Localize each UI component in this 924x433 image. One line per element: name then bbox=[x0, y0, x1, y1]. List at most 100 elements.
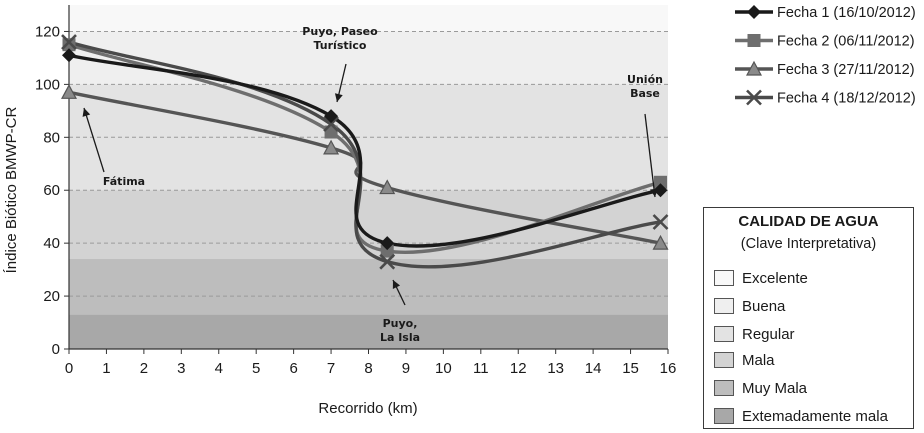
x-tick-label: 3 bbox=[177, 360, 185, 377]
legend-label: Fecha 2 (06/11/2012) bbox=[777, 34, 915, 50]
water-quality-legend: CALIDAD DE AGUA (Clave Interpretativa) E… bbox=[703, 207, 914, 429]
annotation-arrowhead bbox=[334, 93, 343, 102]
quality-bands bbox=[69, 5, 668, 349]
quality-swatch-3 bbox=[714, 352, 734, 368]
data-point bbox=[62, 38, 76, 52]
quality-swatch-0 bbox=[714, 270, 734, 286]
y-tick-label: 100 bbox=[35, 76, 60, 93]
quality-item: Muy Mala bbox=[714, 377, 807, 399]
x-tick-label: 11 bbox=[473, 360, 489, 377]
quality-item-label: Buena bbox=[742, 297, 786, 315]
data-point bbox=[653, 183, 668, 198]
annotation-arrowhead bbox=[392, 280, 401, 289]
quality-item: Mala bbox=[714, 349, 775, 371]
quality-item-label: Regular bbox=[742, 325, 795, 343]
quality-item: Regular bbox=[714, 323, 795, 345]
y-axis-label: Índice Biótico BMWP-CR bbox=[3, 106, 20, 273]
x-marker-stroke bbox=[323, 116, 339, 132]
annotation-label: Fátima bbox=[103, 175, 145, 188]
x-tick-label: 15 bbox=[622, 360, 639, 377]
x-tick-label: 5 bbox=[252, 360, 260, 377]
x-tick-label: 10 bbox=[435, 360, 452, 377]
data-point bbox=[60, 84, 78, 99]
quality-item: Extemadamente mala bbox=[714, 405, 888, 427]
quality-band bbox=[69, 5, 668, 32]
x-tick-label: 7 bbox=[327, 360, 335, 377]
quality-item-label: Excelente bbox=[742, 269, 808, 287]
data-point bbox=[324, 109, 339, 124]
data-point bbox=[652, 234, 669, 250]
quality-band bbox=[69, 314, 668, 349]
quality-swatch-2 bbox=[714, 326, 734, 342]
annotation-arrow bbox=[644, 113, 656, 198]
x-tick-label: 12 bbox=[510, 360, 527, 377]
quality-band bbox=[69, 84, 668, 191]
annotation-label: La Isla bbox=[380, 331, 420, 344]
data-point bbox=[745, 60, 763, 76]
series-markers bbox=[60, 34, 669, 270]
x-tick-label: 8 bbox=[364, 360, 372, 377]
y-tick-label: 0 bbox=[52, 341, 60, 358]
series-lines bbox=[68, 40, 661, 269]
y-tick-label: 80 bbox=[43, 129, 60, 146]
quality-band bbox=[69, 259, 668, 315]
quality-item-label: Extemadamente mala bbox=[742, 407, 888, 425]
data-point bbox=[61, 34, 77, 50]
annotation-label: Puyo, bbox=[383, 317, 418, 330]
data-point bbox=[747, 34, 761, 47]
x-marker-stroke bbox=[379, 253, 396, 270]
data-point bbox=[380, 244, 394, 258]
data-point bbox=[654, 175, 668, 189]
x-tick-label: 6 bbox=[289, 360, 297, 377]
x-marker-stroke bbox=[652, 214, 669, 230]
quality-legend-subtitle: (Clave Interpretativa) bbox=[740, 236, 877, 252]
series-legend: Fecha 1 (16/10/2012) Fecha 2 (06/11/2012)… bbox=[735, 5, 916, 107]
data-point bbox=[380, 236, 395, 251]
quality-item: Excelente bbox=[714, 267, 808, 289]
annotation-label: Unión bbox=[627, 73, 663, 86]
data-point bbox=[323, 139, 340, 155]
x-marker-stroke bbox=[61, 34, 77, 50]
x-marker-stroke bbox=[746, 89, 762, 106]
x-tick-label: 0 bbox=[65, 360, 73, 377]
legend-label: Fecha 1 (16/10/2012) bbox=[777, 5, 916, 21]
quality-swatch-4 bbox=[714, 380, 734, 396]
annotation-label: Base bbox=[630, 87, 660, 100]
y-tick-label: 40 bbox=[43, 235, 60, 252]
data-point bbox=[652, 214, 669, 230]
annotation-label: Turístico bbox=[314, 39, 367, 52]
data-point bbox=[62, 48, 76, 63]
x-tick-label: 4 bbox=[215, 360, 223, 377]
series-line bbox=[68, 40, 661, 269]
x-tick-label: 9 bbox=[402, 360, 410, 377]
quality-swatch-1 bbox=[714, 298, 734, 314]
x-tick-label: 14 bbox=[585, 360, 602, 377]
annotation-label: Puyo, Paseo bbox=[302, 25, 378, 38]
quality-item-label: Mala bbox=[742, 351, 775, 369]
legend-label: Fecha 4 (18/12/2012) bbox=[777, 91, 916, 107]
quality-band bbox=[69, 31, 668, 85]
y-tick-label: 20 bbox=[43, 288, 60, 305]
x-tick-label: 13 bbox=[547, 360, 564, 377]
x-tick-label: 2 bbox=[140, 360, 148, 377]
x-axis-label: Recorrido (km) bbox=[318, 400, 417, 417]
annotation-arrow bbox=[83, 107, 105, 173]
quality-legend-title: CALIDAD DE AGUA bbox=[738, 213, 879, 230]
annotation-arrowhead bbox=[82, 108, 91, 117]
quality-swatch-5 bbox=[714, 408, 734, 424]
data-point bbox=[379, 253, 396, 270]
data-point bbox=[323, 116, 339, 132]
data-point bbox=[379, 179, 396, 195]
data-point bbox=[747, 5, 761, 19]
annotation-arrowhead bbox=[650, 188, 659, 197]
y-tick-label: 60 bbox=[43, 182, 60, 199]
y-tick-label: 120 bbox=[35, 23, 60, 40]
quality-band bbox=[69, 190, 668, 260]
data-point bbox=[746, 89, 762, 106]
gridlines bbox=[69, 30, 668, 297]
legend-label: Fecha 3 (27/11/2012) bbox=[777, 62, 915, 78]
quality-item: Buena bbox=[714, 295, 785, 317]
